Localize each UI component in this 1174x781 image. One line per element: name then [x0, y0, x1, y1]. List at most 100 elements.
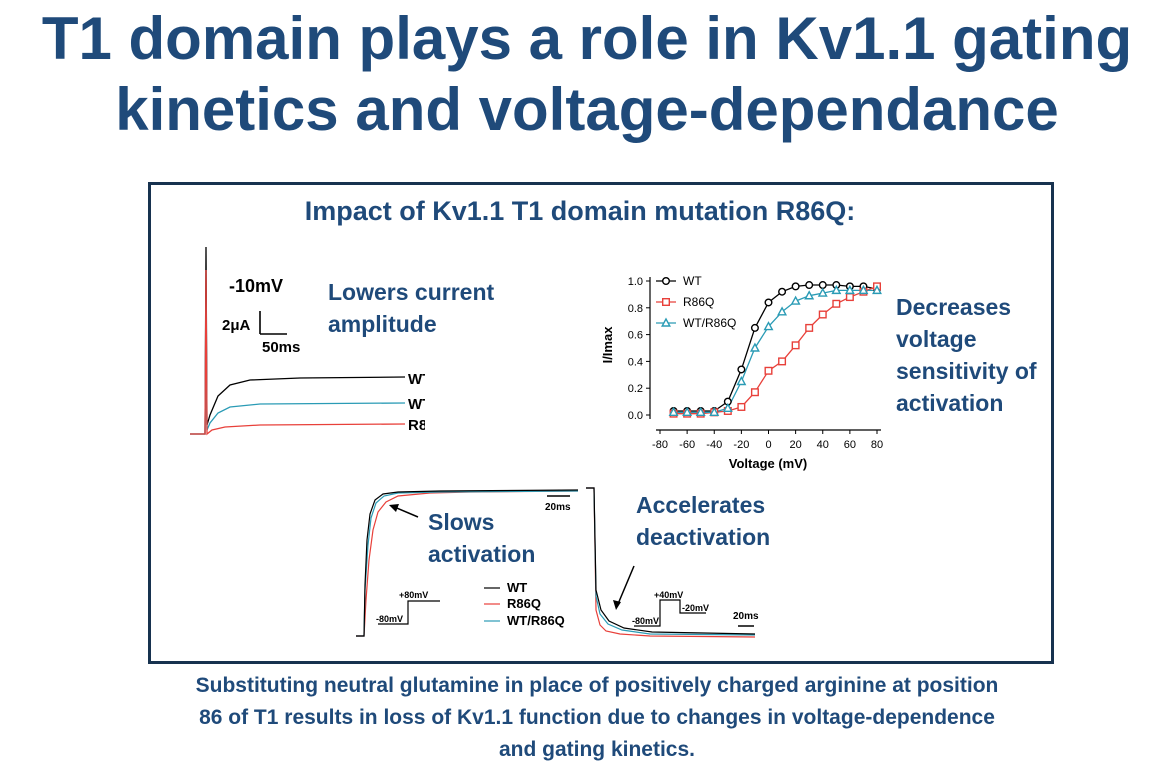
gv-point-circle — [737, 365, 746, 374]
slide-title-line2: kinetics and voltage-dependance — [115, 76, 1059, 143]
gv-x-tick-label: 60 — [844, 439, 856, 451]
arrow-accelerates — [617, 565, 635, 605]
annotation-line: Accelerates — [636, 492, 766, 518]
legend-label-r86q: R86Q — [507, 596, 541, 611]
gv-point-triangle — [817, 287, 828, 297]
gv-point-square — [662, 298, 671, 307]
protocol-deactivation — [634, 599, 706, 627]
protocol-label-hold: -80mV — [632, 616, 659, 626]
summary-line: 86 of T1 results in loss of Kv1.1 functi… — [199, 706, 995, 729]
protocol-activation — [378, 600, 440, 625]
deactivation-trace-wt — [586, 487, 756, 635]
gv-point-square — [805, 323, 814, 332]
gv-y-tick-label: 1.0 — [628, 276, 643, 288]
annotation-lowers-current: Lowers current amplitude — [328, 276, 494, 340]
summary-line: and gating kinetics. — [498, 738, 696, 761]
gv-curve-wt-r86q — [673, 289, 877, 413]
annotation-line: Lowers current — [328, 279, 495, 305]
gv-x-tick-label: 20 — [790, 439, 802, 451]
gv-point-square — [737, 402, 746, 411]
gv-point-triangle — [844, 284, 855, 295]
panel-heading: Impact of Kv1.1 T1 domain mutation R86Q: — [304, 196, 856, 226]
gv-point-triangle — [668, 406, 679, 417]
gv-point-triangle — [709, 406, 720, 417]
gv-point-triangle — [777, 306, 788, 316]
gv-point-triangle — [722, 402, 733, 412]
annotation-line: activation — [428, 541, 536, 567]
gv-curve-r86q — [673, 285, 878, 415]
gv-legend-label: WT — [683, 274, 702, 288]
gv-point-circle — [791, 282, 800, 291]
activation-trace-wt — [356, 489, 579, 637]
gv-point-triangle — [831, 284, 842, 295]
gv-x-tick-label: 80 — [871, 439, 883, 451]
annotation-decreases-sensitivity: Decreases voltage sensitivity of activat… — [896, 291, 1037, 419]
activation-scalebar-label: 20ms — [545, 502, 571, 513]
gv-chart: 0.00.20.40.60.81.0-80 -60 -40 -20 0 20 40 60 80 … — [600, 274, 883, 471]
gv-point-square — [791, 341, 800, 350]
gv-point-triangle — [736, 376, 747, 386]
annotation-line: Decreases — [896, 294, 1012, 320]
gv-point-triangle — [804, 290, 815, 300]
gv-point-circle — [750, 323, 759, 332]
slide-title-line1: T1 domain plays a role in Kv1.1 gating — [41, 5, 1133, 72]
gv-x-axis-label: Voltage (mV) — [729, 456, 808, 471]
gv-point-triangle — [695, 406, 706, 417]
activation-trace-r86q — [356, 490, 579, 637]
protocol-label-step: +80mV — [399, 590, 428, 600]
gv-y-tick-label: 0.6 — [628, 330, 643, 342]
gv-x-tick-label: -80 — [652, 439, 668, 451]
gv-point-circle — [805, 281, 814, 290]
annotation-slows-activation: Slows activation — [428, 506, 535, 570]
gv-y-tick-label: 0.2 — [628, 383, 643, 395]
deactivation-trace-r86q — [586, 487, 756, 638]
scalebar-time-label: 50ms — [262, 339, 300, 356]
annotation-line: deactivation — [636, 524, 771, 550]
legend-label-wt: WT — [507, 580, 527, 595]
annotation-accelerates-deactivation: Accelerates deactivation — [636, 489, 770, 553]
gv-point-square — [778, 357, 787, 366]
gv-x-tick-label: -20 — [733, 439, 749, 451]
legend-label-wt-r86q: WT/R86Q — [507, 613, 565, 628]
activation-traces-chart: 20ms +80mV -80mV WT R86Q WT/R86Q — [356, 489, 579, 637]
gv-y-axis-label: I/Imax — [600, 326, 615, 364]
summary-line: Substituting neutral glutamine in place … — [195, 674, 999, 697]
scalebar-current-label: 2μA — [222, 317, 251, 334]
gv-y-tick-label: 0.4 — [628, 356, 643, 368]
arrow-head-slows — [389, 504, 399, 512]
gv-x-tick-label: -40 — [706, 439, 722, 451]
gv-point-triangle — [858, 284, 869, 295]
gv-legend-label: WT/R86Q — [683, 316, 736, 330]
gv-point-circle — [662, 277, 671, 286]
gv-point-square — [750, 388, 759, 397]
gv-point-triangle — [661, 317, 671, 327]
gv-x-tick-label: 0 — [765, 439, 771, 451]
deactivation-scalebar-label: 20ms — [733, 611, 759, 622]
gv-point-circle — [818, 281, 827, 290]
deactivation-trace-wt-r86q — [586, 487, 756, 636]
gv-point-triangle — [790, 295, 801, 305]
trace-label-wt: WT — [408, 371, 425, 388]
protocol-label-tail: -20mV — [682, 603, 709, 613]
gv-legend-label: R86Q — [683, 295, 714, 309]
gv-point-triangle — [749, 342, 760, 352]
gv-data-points — [668, 281, 882, 418]
gv-point-circle — [764, 298, 773, 307]
current-traces-chart: -10mV 2μA 50ms WT WT/R86Q R86Q — [190, 246, 425, 436]
voltage-label: -10mV — [229, 276, 283, 296]
protocol-label-step: +40mV — [654, 590, 683, 600]
gv-y-tick-label: 0.0 — [628, 410, 643, 422]
trace-label-wt-r86q: WT/R86Q — [408, 396, 425, 413]
annotation-line: amplitude — [328, 311, 437, 337]
gv-point-triangle — [872, 284, 882, 295]
arrow-head-accelerates — [613, 600, 621, 610]
gv-y-tick-label: 0.8 — [628, 303, 643, 315]
protocol-label-hold: -80mV — [376, 614, 403, 624]
gv-point-triangle — [763, 321, 774, 331]
trace-label-r86q: R86Q — [408, 417, 425, 434]
gv-point-circle — [778, 287, 787, 296]
gv-point-triangle — [682, 406, 693, 417]
gv-point-square — [832, 299, 841, 308]
summary-text: Substituting neutral glutamine in place … — [0, 670, 1174, 766]
gv-point-square — [818, 310, 827, 319]
